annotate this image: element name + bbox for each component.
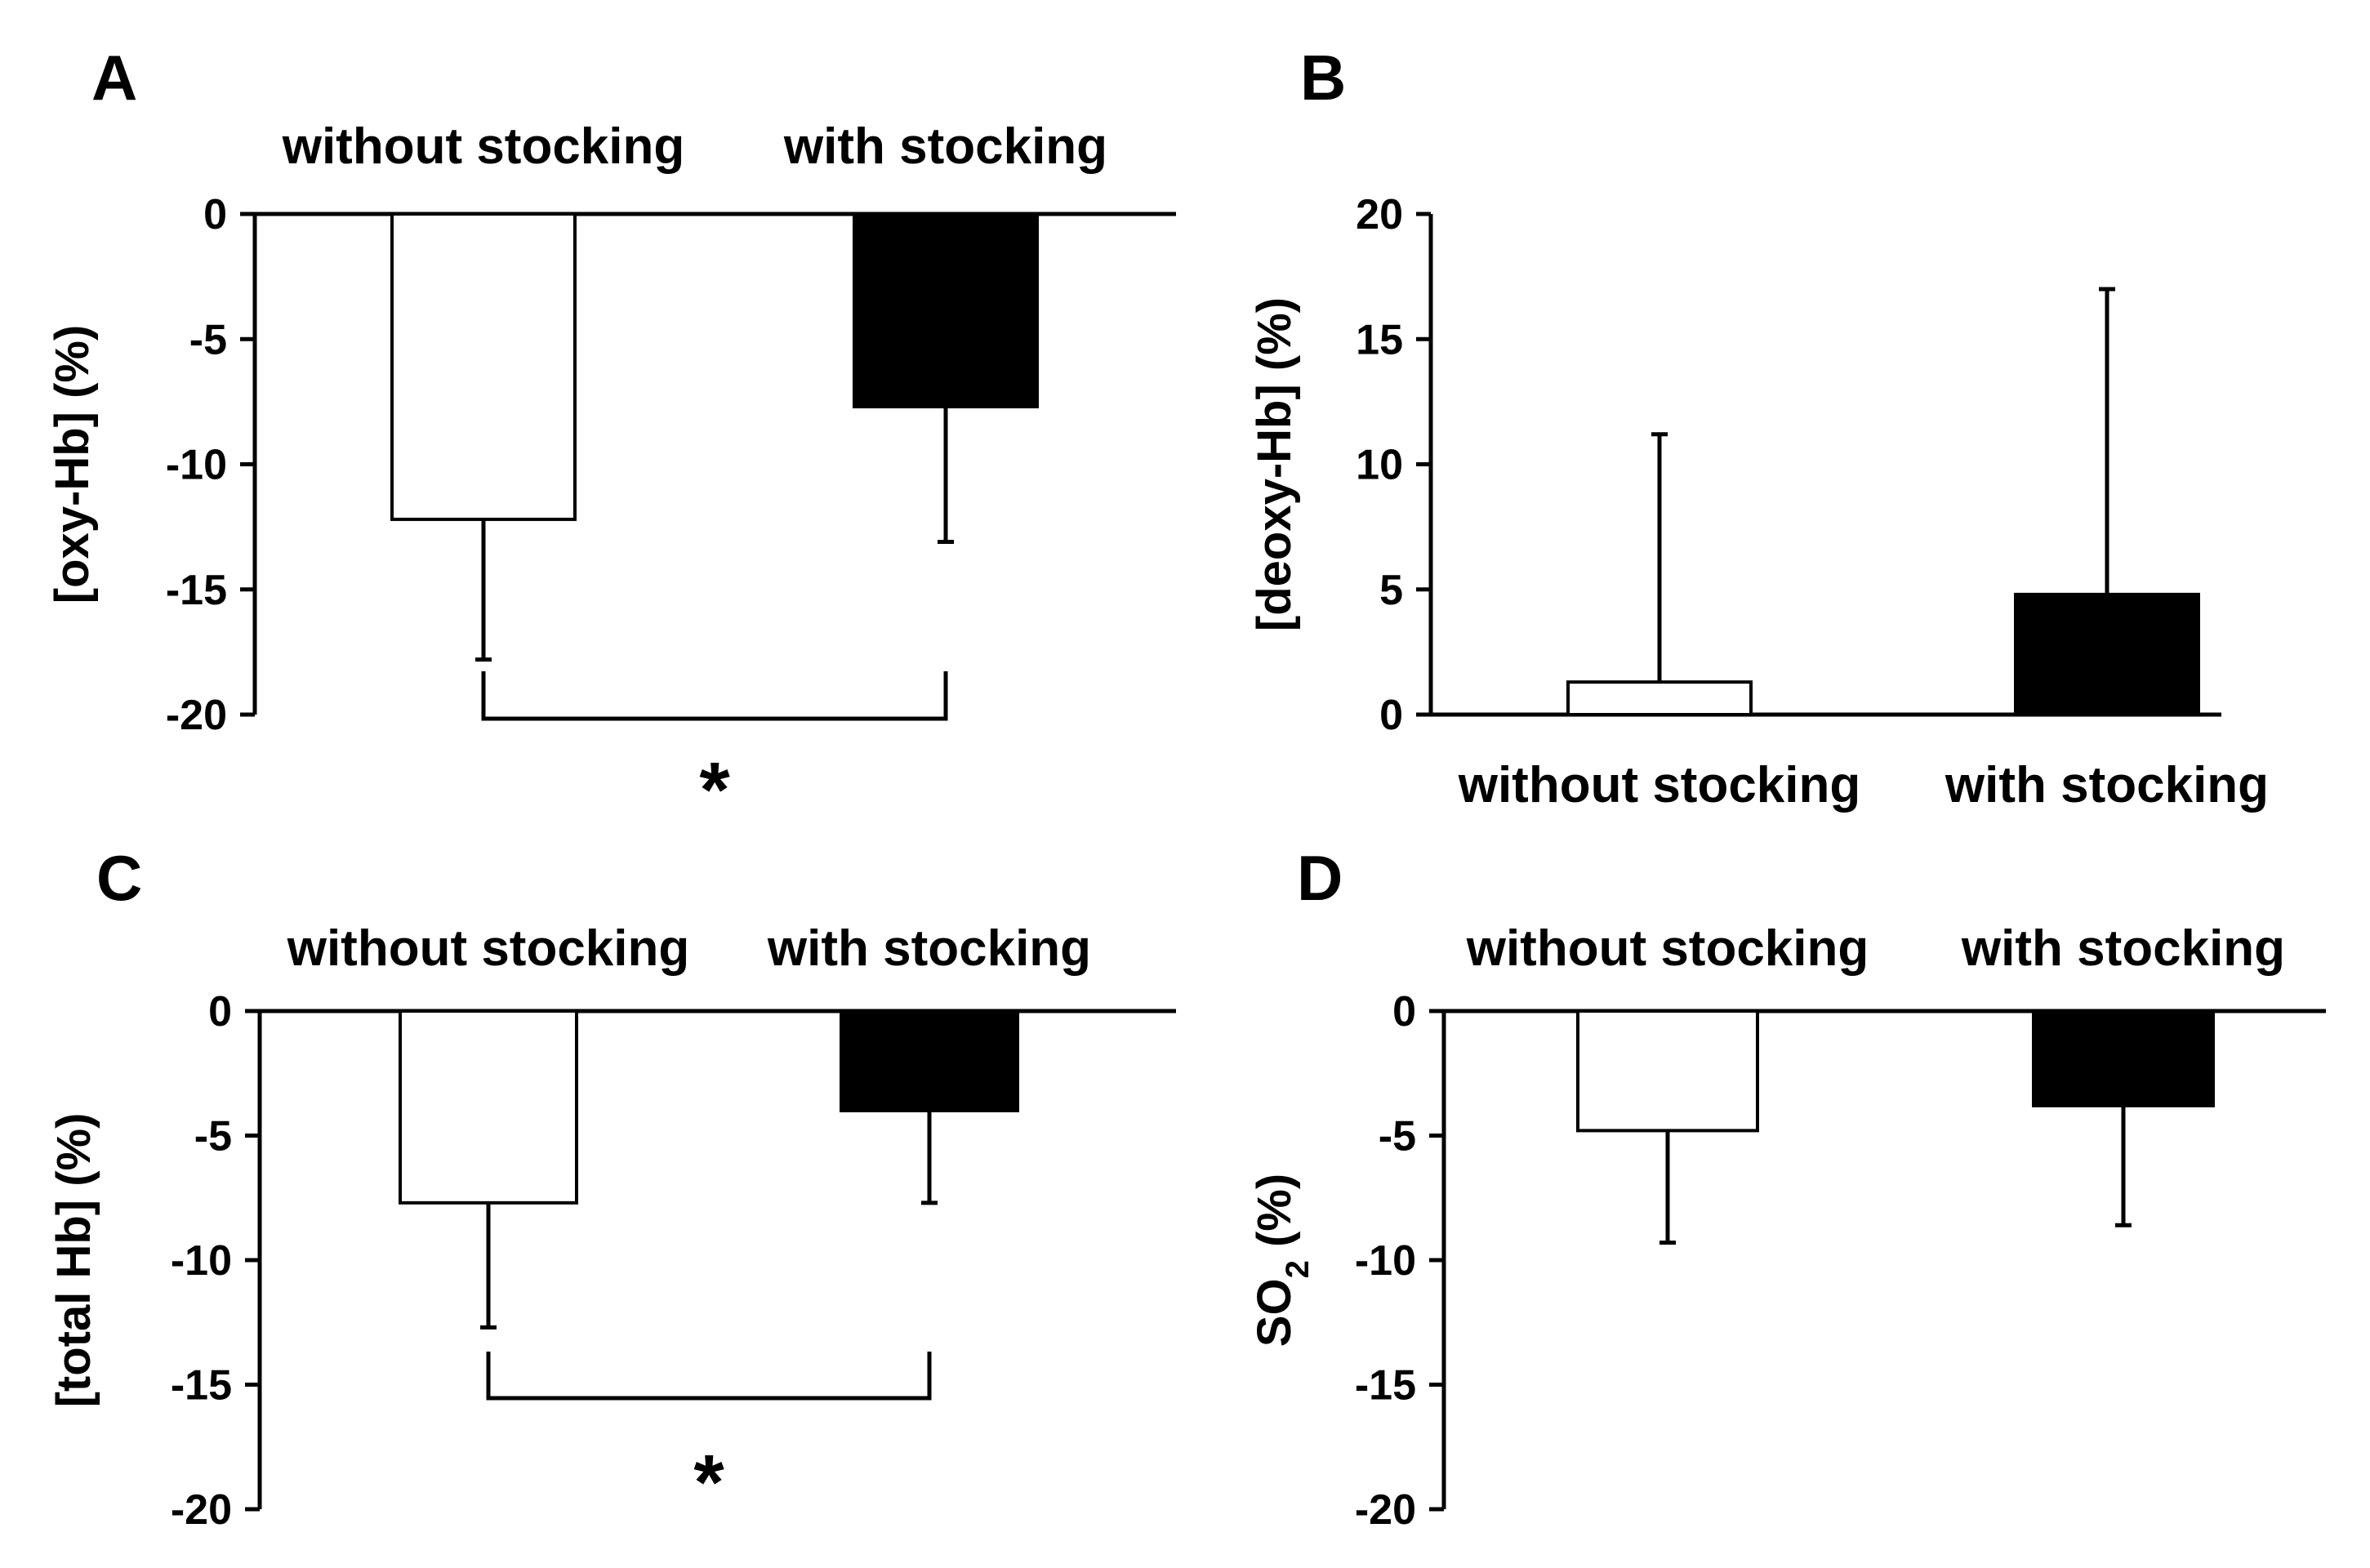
category-label: with stocking (767, 920, 1091, 977)
bar-with-stocking (840, 1009, 1019, 1112)
panel-letter: B (1300, 42, 1346, 114)
y-axis-title: [total Hb] (%) (47, 1113, 100, 1408)
category-label: without stocking (1466, 920, 1869, 977)
y-tick-label: -20 (171, 1486, 232, 1534)
bar-without-stocking (1576, 1009, 1759, 1133)
y-tick-label: 20 (1356, 191, 1403, 238)
category-label: without stocking (1458, 757, 1861, 813)
y-tick-label: 0 (1379, 692, 1403, 739)
y-axis-title-suffix: (%) (1248, 1174, 1301, 1260)
significance-bracket (481, 671, 948, 721)
panel-c: C 0 -5 -10 -15 -20 without stocking with stocki… (47, 842, 1176, 1534)
panel-letter: D (1297, 842, 1343, 914)
y-tick-label: -5 (194, 1113, 232, 1160)
y-tick-label: -5 (1379, 1113, 1416, 1160)
bar-without-stocking (390, 212, 577, 521)
y-axis-title: [oxy-Hb] (%) (46, 325, 99, 604)
y-tick-label: 5 (1379, 567, 1403, 614)
panel-letter: C (96, 842, 142, 914)
significance-star: * (699, 746, 730, 834)
y-tick-label: -10 (171, 1237, 232, 1285)
panel-letter: A (91, 42, 137, 114)
y-tick-label: 15 (1356, 316, 1403, 363)
y-axis-title-subscript: 2 (1280, 1260, 1316, 1278)
y-tick-label: -10 (1355, 1237, 1416, 1285)
bar-with-stocking (2014, 592, 2200, 716)
bar-without-stocking (1566, 680, 1753, 717)
bar-with-stocking (2032, 1009, 2215, 1107)
y-axis-title: [deoxy-Hb] (%) (1248, 297, 1301, 631)
significance-star: * (693, 1439, 724, 1526)
panel-a: A 0 -5 -10 -15 -20 without stocking with stocki… (46, 42, 1176, 834)
category-label: without stocking (282, 118, 685, 175)
y-tick-label: 0 (208, 988, 232, 1036)
y-tick-label: -20 (166, 692, 227, 739)
y-tick-label: 10 (1356, 442, 1403, 489)
category-label: with stocking (1961, 920, 2285, 977)
panel-b: B 20 15 10 5 0 without stocking with stocking [d… (1248, 42, 2269, 813)
category-label: with stocking (783, 118, 1107, 175)
category-label: without stocking (287, 920, 690, 977)
y-tick-label: 0 (203, 191, 227, 238)
y-tick-label: -20 (1355, 1486, 1416, 1534)
panel-d: D 0 -5 -10 -15 -20 without stocking with stocki… (1248, 842, 2326, 1534)
category-label: with stocking (1945, 757, 2269, 813)
y-tick-label: -10 (166, 442, 227, 489)
y-tick-label: -5 (189, 316, 227, 363)
bar-without-stocking (399, 1009, 578, 1205)
y-tick-label: -15 (171, 1362, 232, 1410)
y-axis-title: SO2 (%) (1248, 1174, 1316, 1347)
significance-bracket (486, 1352, 932, 1401)
y-tick-label: -15 (1355, 1362, 1416, 1410)
y-tick-label: -15 (166, 567, 227, 614)
bar-with-stocking (853, 212, 1039, 409)
y-tick-label: 0 (1392, 988, 1416, 1036)
